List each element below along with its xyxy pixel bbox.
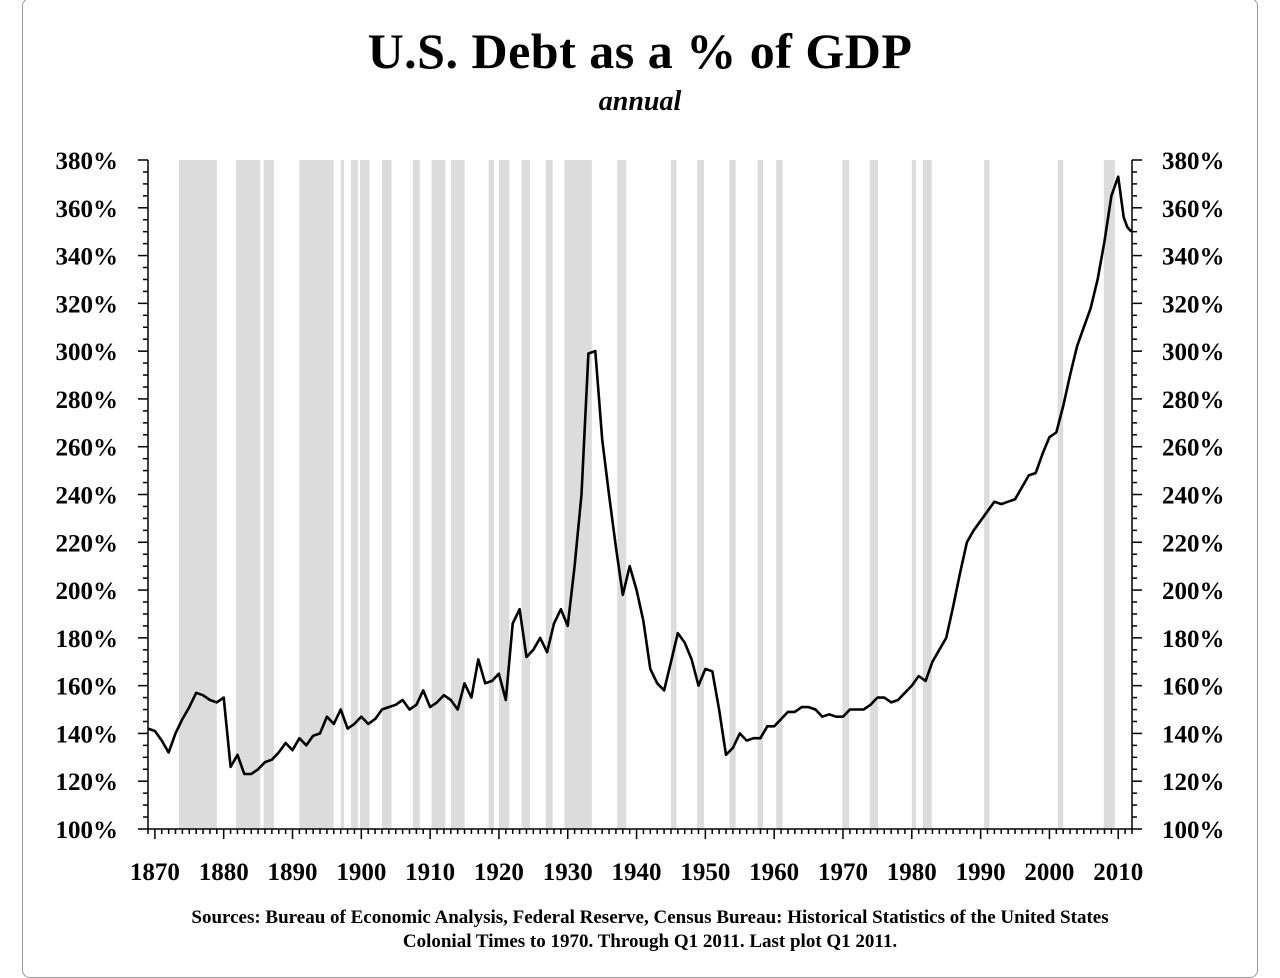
x-tick-label: 2000 (1024, 859, 1074, 886)
y-tick-label-right: 320% (1162, 291, 1225, 318)
recession-band-21 (776, 160, 782, 829)
x-tick-label: 1910 (405, 859, 455, 886)
y-tick-label-right: 340% (1162, 244, 1225, 271)
y-tick-label-left: 220% (56, 530, 119, 557)
x-tick-label: 1900 (336, 859, 386, 886)
source-line-1: Sources: Bureau of Economic Analysis, Fe… (60, 906, 1240, 930)
y-tick-label-right: 220% (1162, 530, 1225, 557)
y-tick-label-left: 340% (56, 244, 119, 271)
y-tick-label-left: 160% (56, 674, 119, 701)
recession-band-1 (236, 160, 260, 829)
x-tick-label: 1960 (749, 859, 799, 886)
y-tick-label-left: 280% (56, 387, 119, 414)
recession-band-10 (451, 160, 465, 829)
recession-band-14 (546, 160, 553, 829)
y-tick-label-right: 300% (1162, 339, 1225, 366)
axis-ticks (138, 160, 1142, 839)
y-tick-label-right: 360% (1162, 196, 1225, 223)
x-tick-label: 1890 (268, 859, 318, 886)
x-tick-label: 1870 (130, 859, 180, 886)
x-tick-label: 1930 (543, 859, 593, 886)
recession-band-20 (758, 160, 764, 829)
recession-band-26 (984, 160, 990, 829)
recession-band-16 (617, 160, 626, 829)
recession-band-28 (1104, 160, 1115, 829)
series-group (148, 177, 1132, 775)
recession-band-15 (564, 160, 592, 829)
y-tick-label-right: 180% (1162, 626, 1225, 653)
y-tick-label-right: 380% (1162, 148, 1225, 175)
recession-band-13 (522, 160, 530, 829)
y-tick-label-left: 120% (56, 769, 119, 796)
recession-band-19 (729, 160, 735, 829)
x-tick-label: 1940 (612, 859, 662, 886)
y-tick-label-right: 120% (1162, 769, 1225, 796)
y-tick-label-right: 280% (1162, 387, 1225, 414)
y-tick-label-left: 240% (56, 483, 119, 510)
recession-band-25 (923, 160, 932, 829)
recession-band-17 (671, 160, 677, 829)
series-line-0 (148, 177, 1131, 774)
y-tick-label-right: 140% (1162, 721, 1225, 748)
y-tick-label-right: 160% (1162, 674, 1225, 701)
y-tick-label-right: 260% (1162, 435, 1225, 462)
x-tick-label: 1920 (474, 859, 524, 886)
recession-band-6 (360, 160, 370, 829)
recession-band-24 (912, 160, 916, 829)
y-tick-label-left: 320% (56, 291, 119, 318)
y-tick-label-left: 260% (56, 435, 119, 462)
y-tick-label-right: 100% (1162, 817, 1225, 844)
recession-band-5 (351, 160, 358, 829)
recession-band-0 (179, 160, 217, 829)
recession-band-23 (870, 160, 878, 829)
y-tick-label-left: 380% (56, 148, 119, 175)
recession-band-18 (697, 160, 704, 829)
x-tick-label: 1980 (887, 859, 937, 886)
recession-band-3 (299, 160, 333, 829)
recession-band-12 (499, 160, 509, 829)
source-note: Sources: Bureau of Economic Analysis, Fe… (60, 906, 1240, 954)
recession-band-7 (382, 160, 392, 829)
y-tick-label-right: 240% (1162, 483, 1225, 510)
y-tick-label-left: 360% (56, 196, 119, 223)
y-tick-label-left: 200% (56, 578, 119, 605)
recession-band-22 (842, 160, 849, 829)
recession-band-27 (1058, 160, 1064, 829)
recession-bands (179, 160, 1115, 829)
y-tick-label-left: 300% (56, 339, 119, 366)
x-tick-label: 1970 (818, 859, 868, 886)
y-tick-label-left: 100% (56, 817, 119, 844)
recession-band-11 (489, 160, 495, 829)
x-tick-label: 1990 (956, 859, 1006, 886)
recession-band-4 (341, 160, 344, 829)
source-line-2: Colonial Times to 1970. Through Q1 2011.… (60, 930, 1240, 954)
x-tick-label: 1950 (680, 859, 730, 886)
recession-band-2 (264, 160, 274, 829)
x-tick-label: 2010 (1093, 859, 1143, 886)
y-tick-label-left: 140% (56, 721, 119, 748)
tick-labels: 100% 100% 120% 120% 140% 140% 160% 160% 180% 180%… (56, 148, 1225, 886)
x-tick-label: 1880 (199, 859, 249, 886)
recession-band-8 (413, 160, 420, 829)
recession-band-9 (432, 160, 446, 829)
y-tick-label-right: 200% (1162, 578, 1225, 605)
y-tick-label-left: 180% (56, 626, 119, 653)
